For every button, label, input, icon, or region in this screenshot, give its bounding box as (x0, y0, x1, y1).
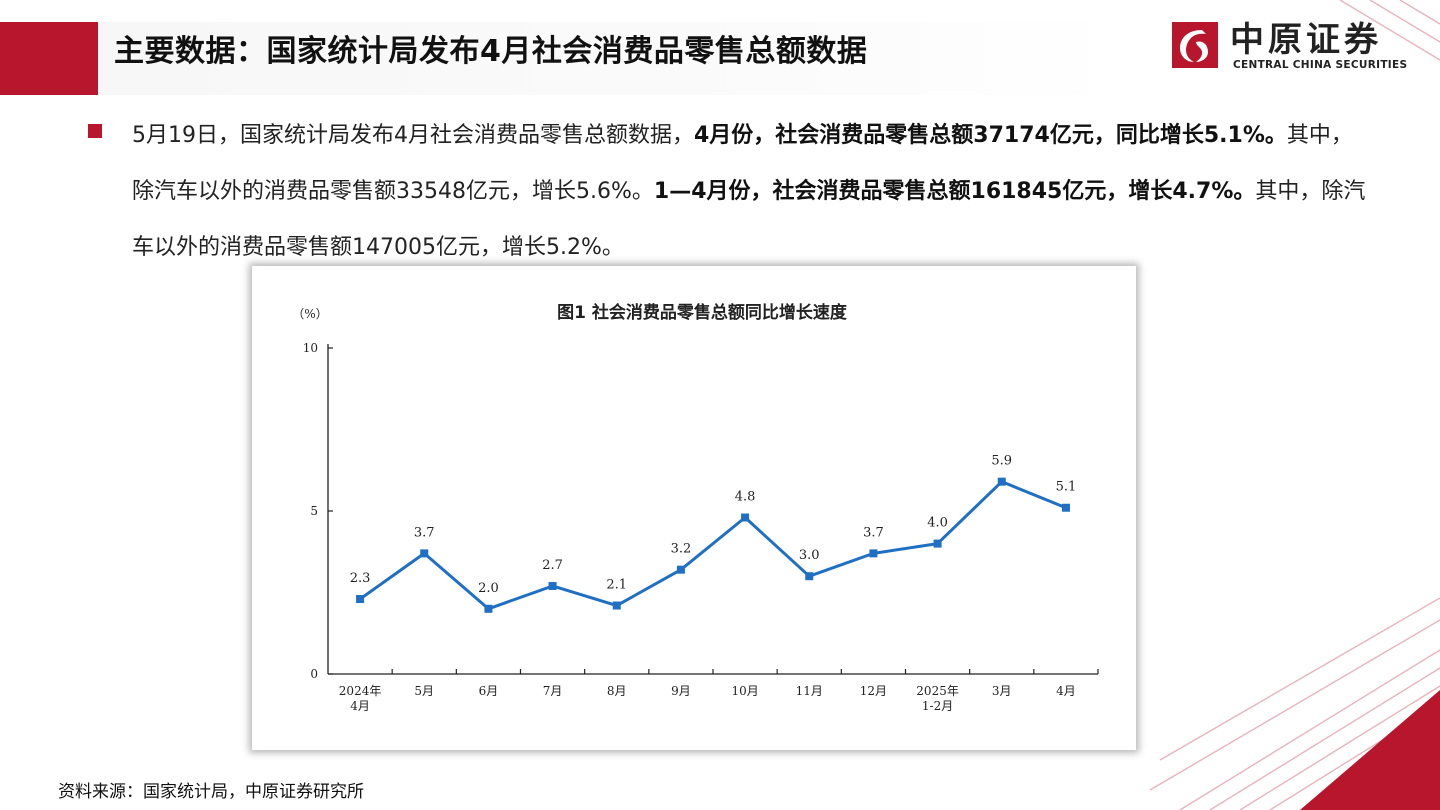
data-label: 3.2 (671, 542, 692, 557)
x-tick-label: 7月 (543, 684, 563, 698)
data-label: 2.1 (606, 578, 627, 593)
summary-bold-1: 4月份，社会消费品零售总额37174亿元，同比增长5.1%。 (694, 123, 1287, 148)
data-point-marker (997, 477, 1006, 486)
data-point-marker (548, 581, 557, 590)
title-accent-block (0, 22, 98, 95)
logo-chinese-name: 中原证券 (1230, 20, 1382, 60)
y-tick-label: 10 (303, 341, 318, 355)
data-point-marker (676, 565, 685, 574)
data-point-marker (1061, 503, 1070, 512)
data-label: 2.3 (350, 571, 371, 586)
data-point-marker (356, 595, 365, 604)
data-point-marker (420, 549, 429, 558)
summary-bold-2: 1—4月份，社会消费品零售总额161845亿元，增长4.7%。 (653, 179, 1256, 204)
data-point-marker (933, 539, 942, 548)
data-point-marker (805, 572, 814, 581)
data-point-marker (612, 601, 621, 610)
logo-english-name: CENTRAL CHINA SECURITIES (1233, 59, 1408, 71)
chart-card: 图1 社会消费品零售总额同比增长速度 （%） 0 5 10 2024年 4月 5月 6月 7月… (252, 266, 1136, 750)
x-tick-label: 6月 (479, 684, 499, 698)
data-label: 3.0 (799, 548, 820, 563)
x-tick-label: 9月 (671, 684, 691, 698)
data-point-marker (484, 604, 493, 613)
series-line (359, 480, 1067, 611)
data-point-marker (741, 513, 750, 522)
square-bullet-icon (88, 124, 102, 138)
company-logo: 中原证券 CENTRAL CHINA SECURITIES (1172, 20, 1412, 76)
summary-paragraph: 5月19日，国家统计局发布4月社会消费品零售总额数据，4月份，社会消费品零售总额… (132, 108, 1372, 276)
data-label: 5.9 (991, 454, 1012, 469)
x-tick-label: 3月 (992, 684, 1012, 698)
x-tick-label: 2024年 4月 (339, 684, 382, 713)
data-label: 5.1 (1056, 480, 1077, 495)
title-bar (0, 22, 1120, 95)
summary-text-1: 5月19日，国家统计局发布4月社会消费品零售总额数据， (132, 123, 694, 148)
x-tick-label: 10月 (731, 684, 758, 698)
data-label: 4.0 (927, 516, 948, 531)
x-tick-label: 11月 (796, 684, 823, 698)
data-point-marker (869, 549, 878, 558)
data-label: 3.7 (863, 525, 884, 540)
logo-mark-icon (1172, 22, 1218, 68)
data-label: 3.7 (414, 525, 435, 540)
line-chart: 图1 社会消费品零售总额同比增长速度 （%） 0 5 10 2024年 4月 5月 6月 7月… (292, 302, 1099, 713)
x-tick-label: 5月 (414, 684, 434, 698)
x-tick-label: 2025年 1-2月 (916, 684, 959, 713)
chart-title: 图1 社会消费品零售总额同比增长速度 (557, 302, 848, 323)
x-tick-label: 8月 (607, 684, 627, 698)
page-title: 主要数据：国家统计局发布4月社会消费品零售总额数据 (114, 34, 868, 69)
chart-unit-label: （%） (292, 307, 327, 321)
data-label: 2.0 (478, 581, 499, 596)
x-tick-label: 12月 (860, 684, 887, 698)
y-tick-label: 0 (310, 667, 318, 681)
data-label: 4.8 (735, 490, 756, 505)
summary-text-2: 其中，除汽车以外的消费品零售额33548亿元，增长5.6%。 (132, 123, 1353, 204)
x-tick-label: 4月 (1056, 684, 1076, 698)
y-tick-label: 5 (310, 504, 318, 518)
data-label: 2.7 (542, 558, 563, 573)
data-source-note: 资料来源：国家统计局，中原证券研究所 (58, 782, 364, 802)
summary-text-3: 其中，除汽车以外的消费品零售额147005亿元，增长5.2%。 (132, 179, 1366, 260)
